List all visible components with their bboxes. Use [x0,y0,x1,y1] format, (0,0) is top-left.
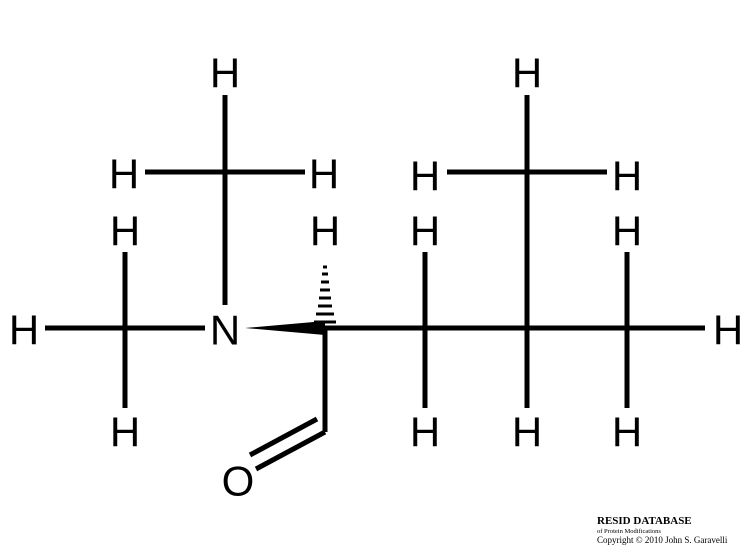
atom-h-far-left: H [9,307,39,354]
atom-h-left-methyl-top: H [110,208,140,255]
atom-h-ch2-bottom: H [410,409,440,456]
hashed-bond-alpha-h [314,265,336,324]
atom-h-ch2-top: H [410,208,440,255]
atom-h-branch-top: H [512,50,542,97]
atom-h-alpha: H [310,208,340,255]
atom-oxygen: O [222,458,255,505]
bond-carbonyl-double-1 [254,429,327,472]
atom-h-terminal-top: H [612,208,642,255]
atom-h-n-methyl-top: H [210,50,240,97]
watermark-copyright: Copyright © 2010 John S. Garavelli [597,535,728,545]
bonds [45,95,705,472]
atom-h-left-methyl-bottom: H [110,409,140,456]
watermark-title: RESID DATABASE [597,515,692,527]
resid-watermark: RESID DATABASE of Protein Modifications … [597,515,728,545]
atom-h-n-methyl-right: H [309,151,339,198]
watermark-subtitle: of Protein Modifications [597,528,661,535]
atom-nitrogen: N [210,307,240,354]
bond-carbonyl-double-2 [248,416,319,458]
atom-labels: H H H H H H H H H H H N H H H H H O [9,50,743,505]
atom-h-branch-left: H [410,153,440,200]
wedge-bond-n-alpha [245,321,325,335]
atom-h-n-methyl-left: H [109,151,139,198]
atom-h-far-right: H [713,307,743,354]
atom-h-branch-right: H [612,153,642,200]
atom-h-ch-bottom: H [512,409,542,456]
atom-h-terminal-bottom: H [612,409,642,456]
